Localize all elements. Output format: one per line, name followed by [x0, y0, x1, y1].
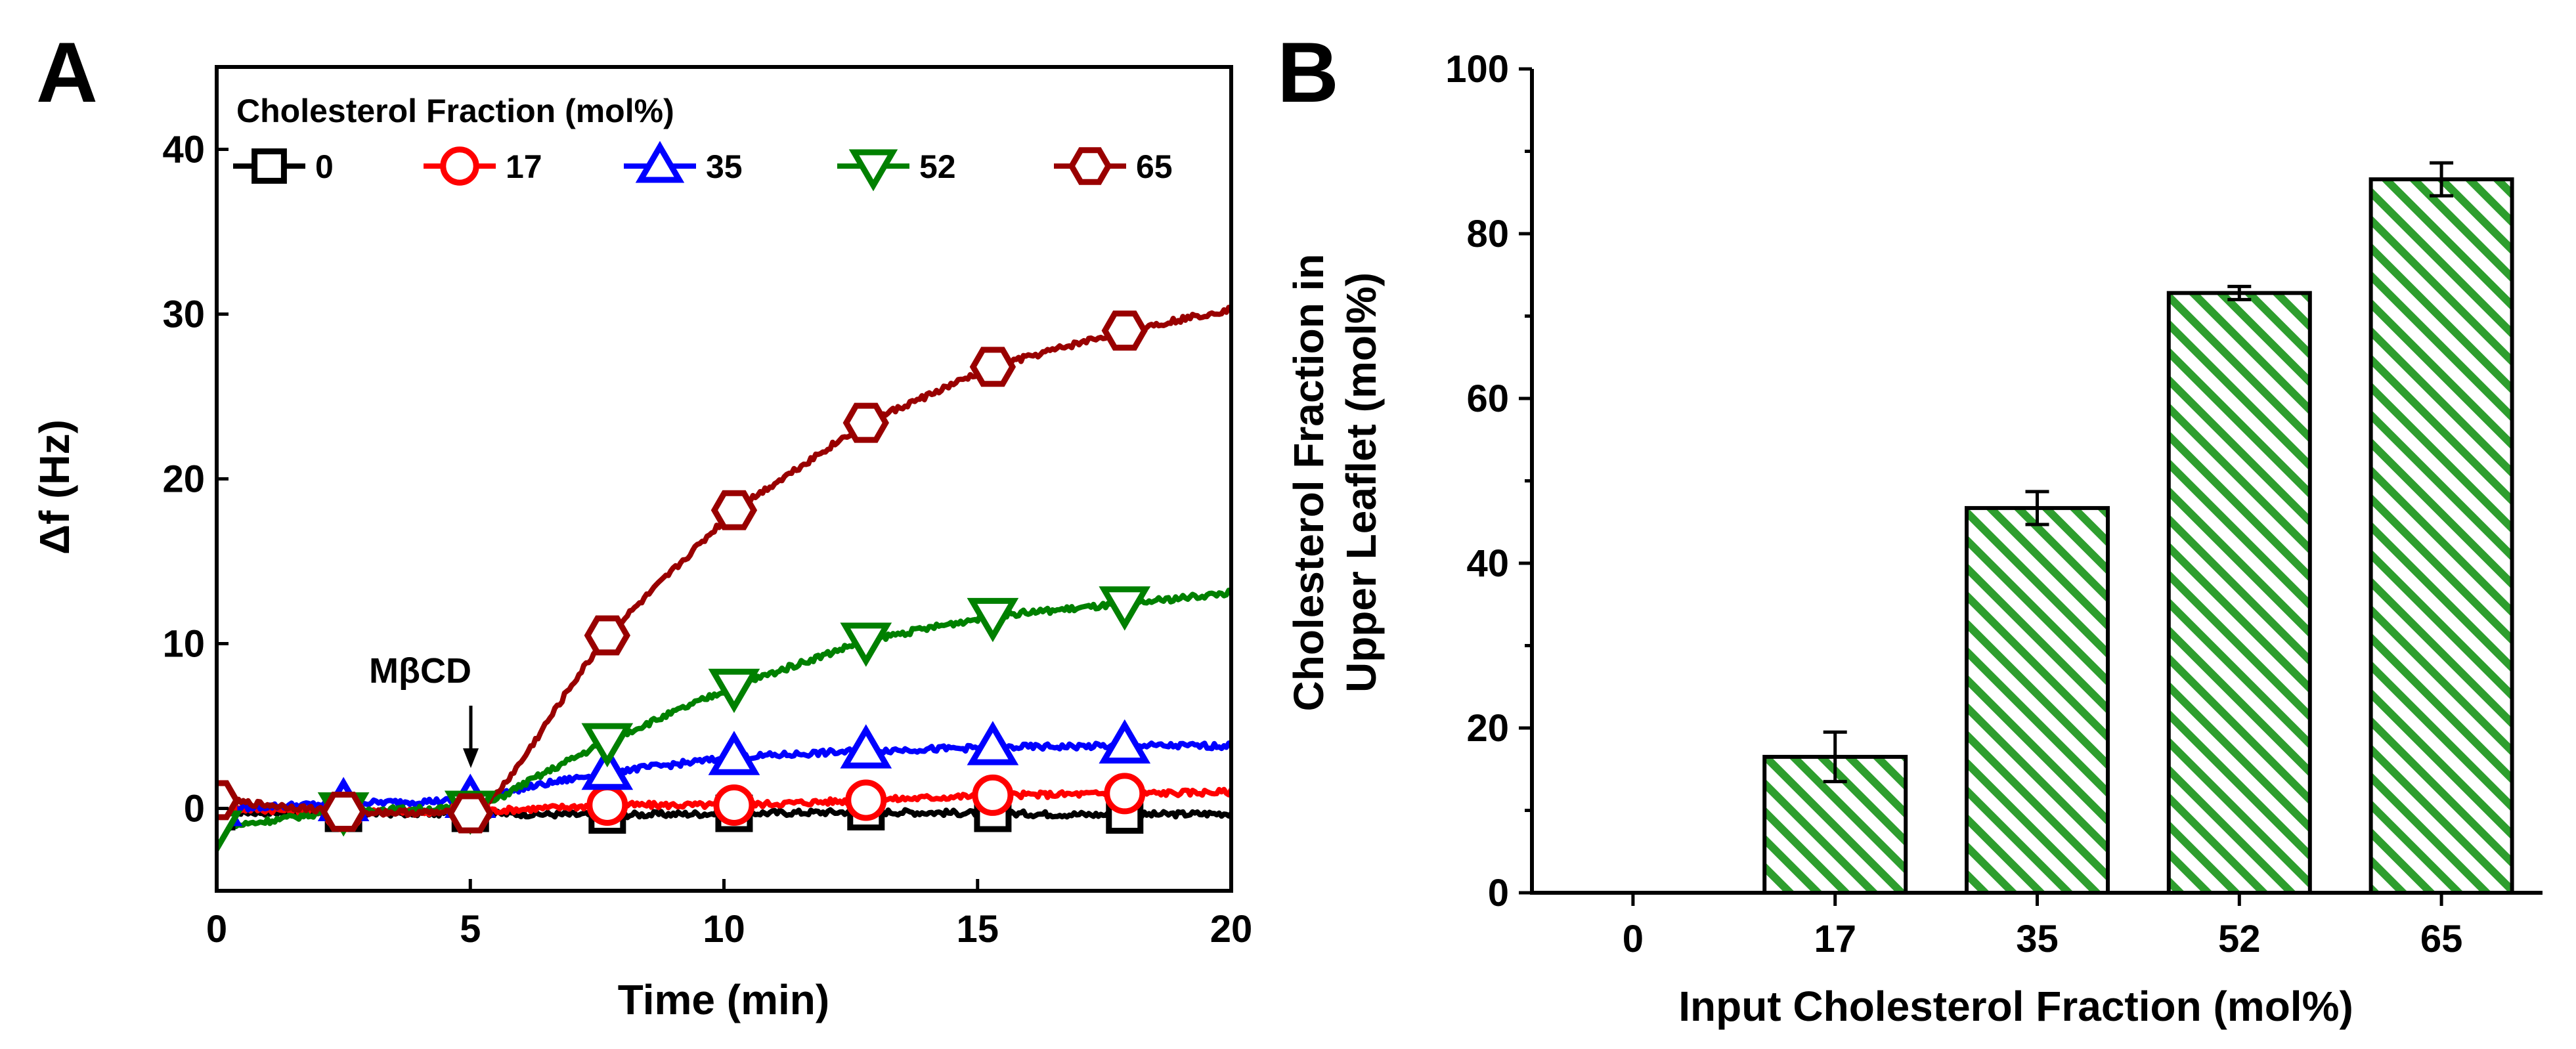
point-17 [1104, 773, 1146, 815]
legend-marker-52 [848, 149, 898, 192]
panel-a-x-tick-label: 0 [206, 908, 227, 951]
mbcd-annotation: MβCD [369, 651, 479, 768]
bar-65 [2369, 177, 2514, 895]
panel-b-x-tick-label: 65 [2420, 918, 2463, 960]
point-35 [967, 721, 1019, 765]
series-line-65 [217, 305, 1231, 819]
panel-b-ylabel-line-2: Upper Leaflet (mol%) [1338, 272, 1385, 693]
panel-b-xlabel: Input Cholesterol Fraction (mol%) [1678, 983, 2353, 1030]
point-35 [581, 745, 634, 790]
bar-52 [2166, 291, 2312, 895]
point-52 [217, 810, 243, 855]
point-65 [969, 347, 1016, 387]
panel-b-y-tick-label: 20 [1466, 707, 1509, 750]
panel-b-y-tick-label: 100 [1445, 48, 1509, 91]
panel-b-y-tick-label: 0 [1488, 872, 1509, 914]
point-17 [713, 784, 755, 826]
point-17 [845, 779, 887, 821]
panel-a-xlabel: Time (min) [618, 976, 829, 1023]
panel-a-x-tick-label: 15 [956, 908, 999, 951]
panel-b-x-tick-label: 17 [1814, 918, 1856, 960]
panel-a-label: A [36, 24, 98, 120]
point-52 [967, 597, 1019, 643]
legend-title: Cholesterol Fraction (mol%) [236, 93, 674, 129]
panel-b-x-tick-label: 0 [1623, 918, 1644, 960]
panel-a-y-tick-label: 20 [162, 458, 205, 501]
point-35 [840, 724, 892, 769]
point-65 [447, 793, 494, 834]
point-35 [1099, 719, 1151, 764]
mbcd-arrow-head [463, 748, 479, 768]
panel-b-x-tick-label: 35 [2016, 918, 2059, 960]
legend-label-52: 52 [919, 148, 956, 185]
panel-a-x-tick-label: 10 [703, 908, 745, 951]
point-65 [842, 402, 889, 443]
legend: Cholesterol Fraction (mol%) 0 17 35 52 65 [233, 93, 1173, 192]
panel-a-y-tick-label: 40 [162, 129, 205, 171]
panel-a-x-tick-label: 20 [1210, 908, 1253, 951]
point-65 [1101, 310, 1148, 351]
panel-a: 0 5 10 15 20 0 10 20 30 40 A Time (min) Δf (Hz) C… [31, 24, 1252, 1023]
panel-a-y-tick-label: 10 [162, 623, 205, 666]
point-17 [586, 784, 628, 826]
panel-a-ylabel: Δf (Hz) [31, 419, 78, 555]
panel-a-y-tick-label: 0 [184, 788, 205, 830]
panel-b-x-tick-label: 52 [2218, 918, 2261, 960]
mbcd-label: MβCD [369, 651, 471, 691]
legend-label-17: 17 [506, 148, 542, 185]
point-65 [584, 615, 631, 656]
legend-marker-35 [635, 140, 685, 183]
point-35 [708, 731, 760, 775]
legend-marker-17 [440, 146, 479, 186]
legend-label-65: 65 [1136, 148, 1173, 185]
panel-b-y-tick-label: 80 [1466, 213, 1509, 255]
point-52 [708, 668, 760, 714]
panel-a-x-tick-label: 5 [460, 908, 481, 951]
panel-b-y-tick-label: 40 [1466, 542, 1509, 585]
point-52 [1099, 586, 1151, 631]
point-65 [710, 490, 758, 530]
legend-label-0: 0 [315, 148, 334, 185]
panel-b-ylabel-line-1: Cholesterol Fraction in [1285, 254, 1332, 712]
point-52 [840, 622, 892, 667]
panel-b-label: B [1277, 24, 1339, 120]
point-52 [581, 723, 634, 768]
point-65 [320, 792, 367, 832]
legend-marker-65 [1068, 147, 1112, 185]
legend-label-35: 35 [706, 148, 743, 185]
panel-b: 0 20 40 60 80 100 0 17 35 52 65 B Input Cholestero… [1277, 24, 2543, 1030]
panel-a-y-tick-label: 30 [162, 293, 205, 336]
panel-b-y-tick-label: 60 [1466, 377, 1509, 420]
legend-marker-0 [251, 148, 287, 184]
point-17 [972, 774, 1014, 816]
bar-35 [1965, 505, 2110, 895]
